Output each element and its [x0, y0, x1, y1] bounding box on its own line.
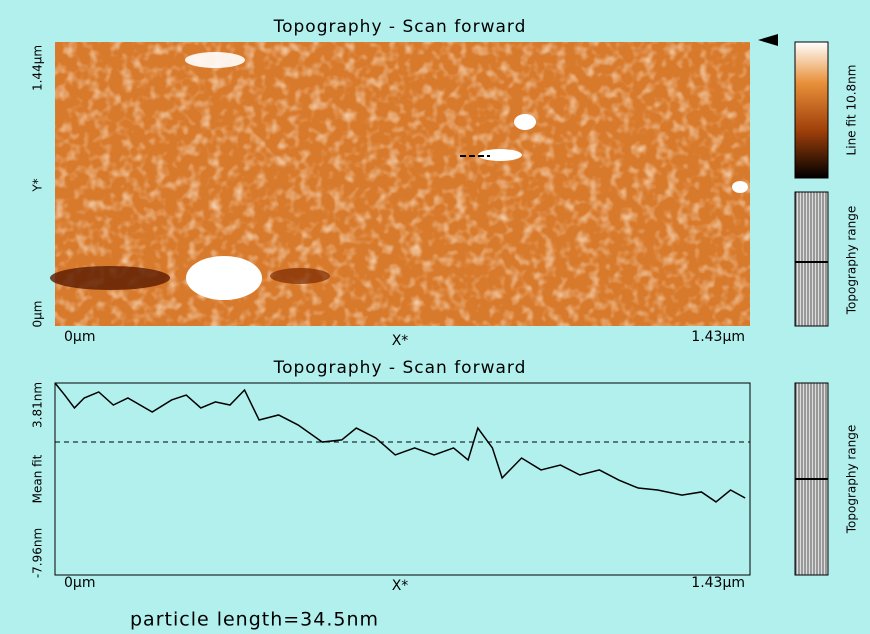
- marker: [758, 34, 778, 46]
- y-bottom-label: 0µm: [31, 301, 45, 328]
- footer-text: particle length=34.5nm: [130, 609, 379, 631]
- particle: [478, 149, 522, 161]
- dark-region: [50, 266, 170, 290]
- particle: [732, 181, 748, 193]
- dark-region: [270, 268, 330, 284]
- profile-title: Topography - Scan forward: [273, 358, 527, 378]
- range-label: Topography range: [845, 425, 859, 535]
- y-top-label: 1.44µm: [31, 45, 45, 91]
- x-right-label: 1.43µm: [691, 329, 745, 345]
- x-axis-label: X*: [392, 578, 409, 594]
- x-left-label: 0µm: [64, 329, 95, 345]
- profile-line: [54, 382, 746, 503]
- colorbar-label: Line fit 10.8nm: [845, 65, 859, 156]
- x-tick-label: 0µm: [64, 575, 95, 591]
- y-tick-label: 3.81nm: [31, 382, 45, 428]
- plot-frame: [54, 382, 751, 576]
- y-axis-label: Mean fit: [31, 454, 45, 503]
- x-tick-label: 1.43µm: [691, 575, 745, 591]
- particle: [186, 256, 262, 300]
- range-box: [794, 191, 829, 327]
- y-tick-label: -7.96nm: [31, 528, 45, 578]
- y-axis-label: Y*: [31, 178, 45, 192]
- range-label: Topography range: [845, 206, 859, 316]
- image-title: Topography - Scan forward: [273, 17, 527, 37]
- image-texture: [55, 42, 750, 326]
- x-axis-label: X*: [392, 333, 409, 349]
- colorbar: [794, 41, 829, 179]
- particle: [514, 114, 536, 130]
- particle: [185, 52, 245, 68]
